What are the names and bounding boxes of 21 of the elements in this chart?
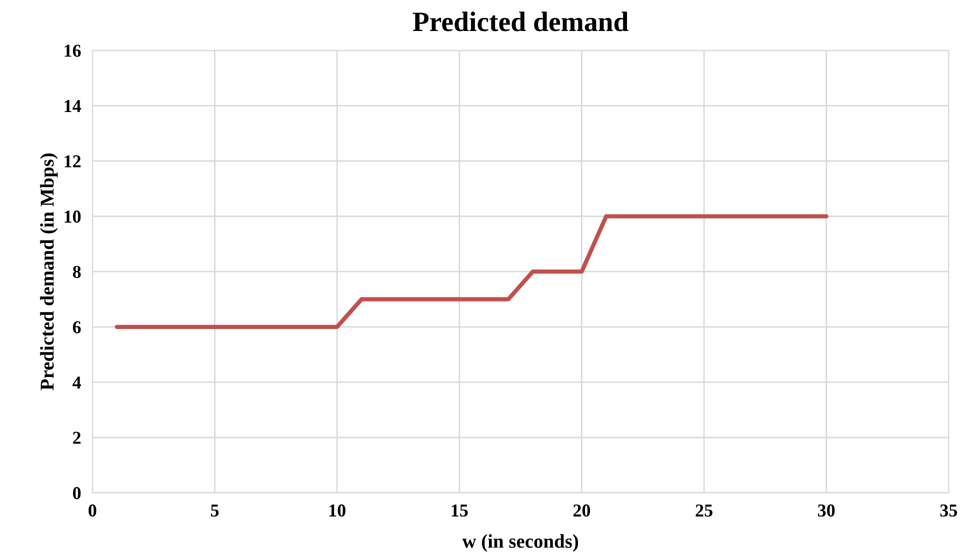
x-tick-label: 5 (210, 504, 219, 517)
x-tick-label: 15 (452, 504, 468, 517)
x-tick-label: 0 (88, 504, 96, 517)
y-tick-label: 0 (72, 487, 81, 500)
y-tick-label: 2 (73, 432, 81, 444)
y-tick-label: 6 (72, 321, 81, 334)
x-tick-label: 35 (940, 504, 958, 517)
x-tick-label: 20 (573, 504, 590, 517)
x-axis-title: w (in seconds) (462, 534, 578, 552)
y-tick-label: 14 (64, 100, 81, 112)
y-tick-label: 12 (64, 155, 81, 168)
line-series (114, 214, 828, 329)
y-tick-label: 16 (64, 44, 81, 57)
y-axis-title: Predicted demand (in Mbps) (40, 154, 58, 390)
y-tick-label: 4 (72, 376, 81, 388)
y-tick-label: 8 (72, 266, 81, 278)
x-tick-label: 30 (818, 504, 835, 517)
x-tick-label: 10 (329, 504, 346, 517)
y-tick-label: 10 (64, 210, 81, 223)
chart-title: Predicted demand (412, 12, 628, 32)
x-tick-label: 25 (696, 504, 712, 517)
